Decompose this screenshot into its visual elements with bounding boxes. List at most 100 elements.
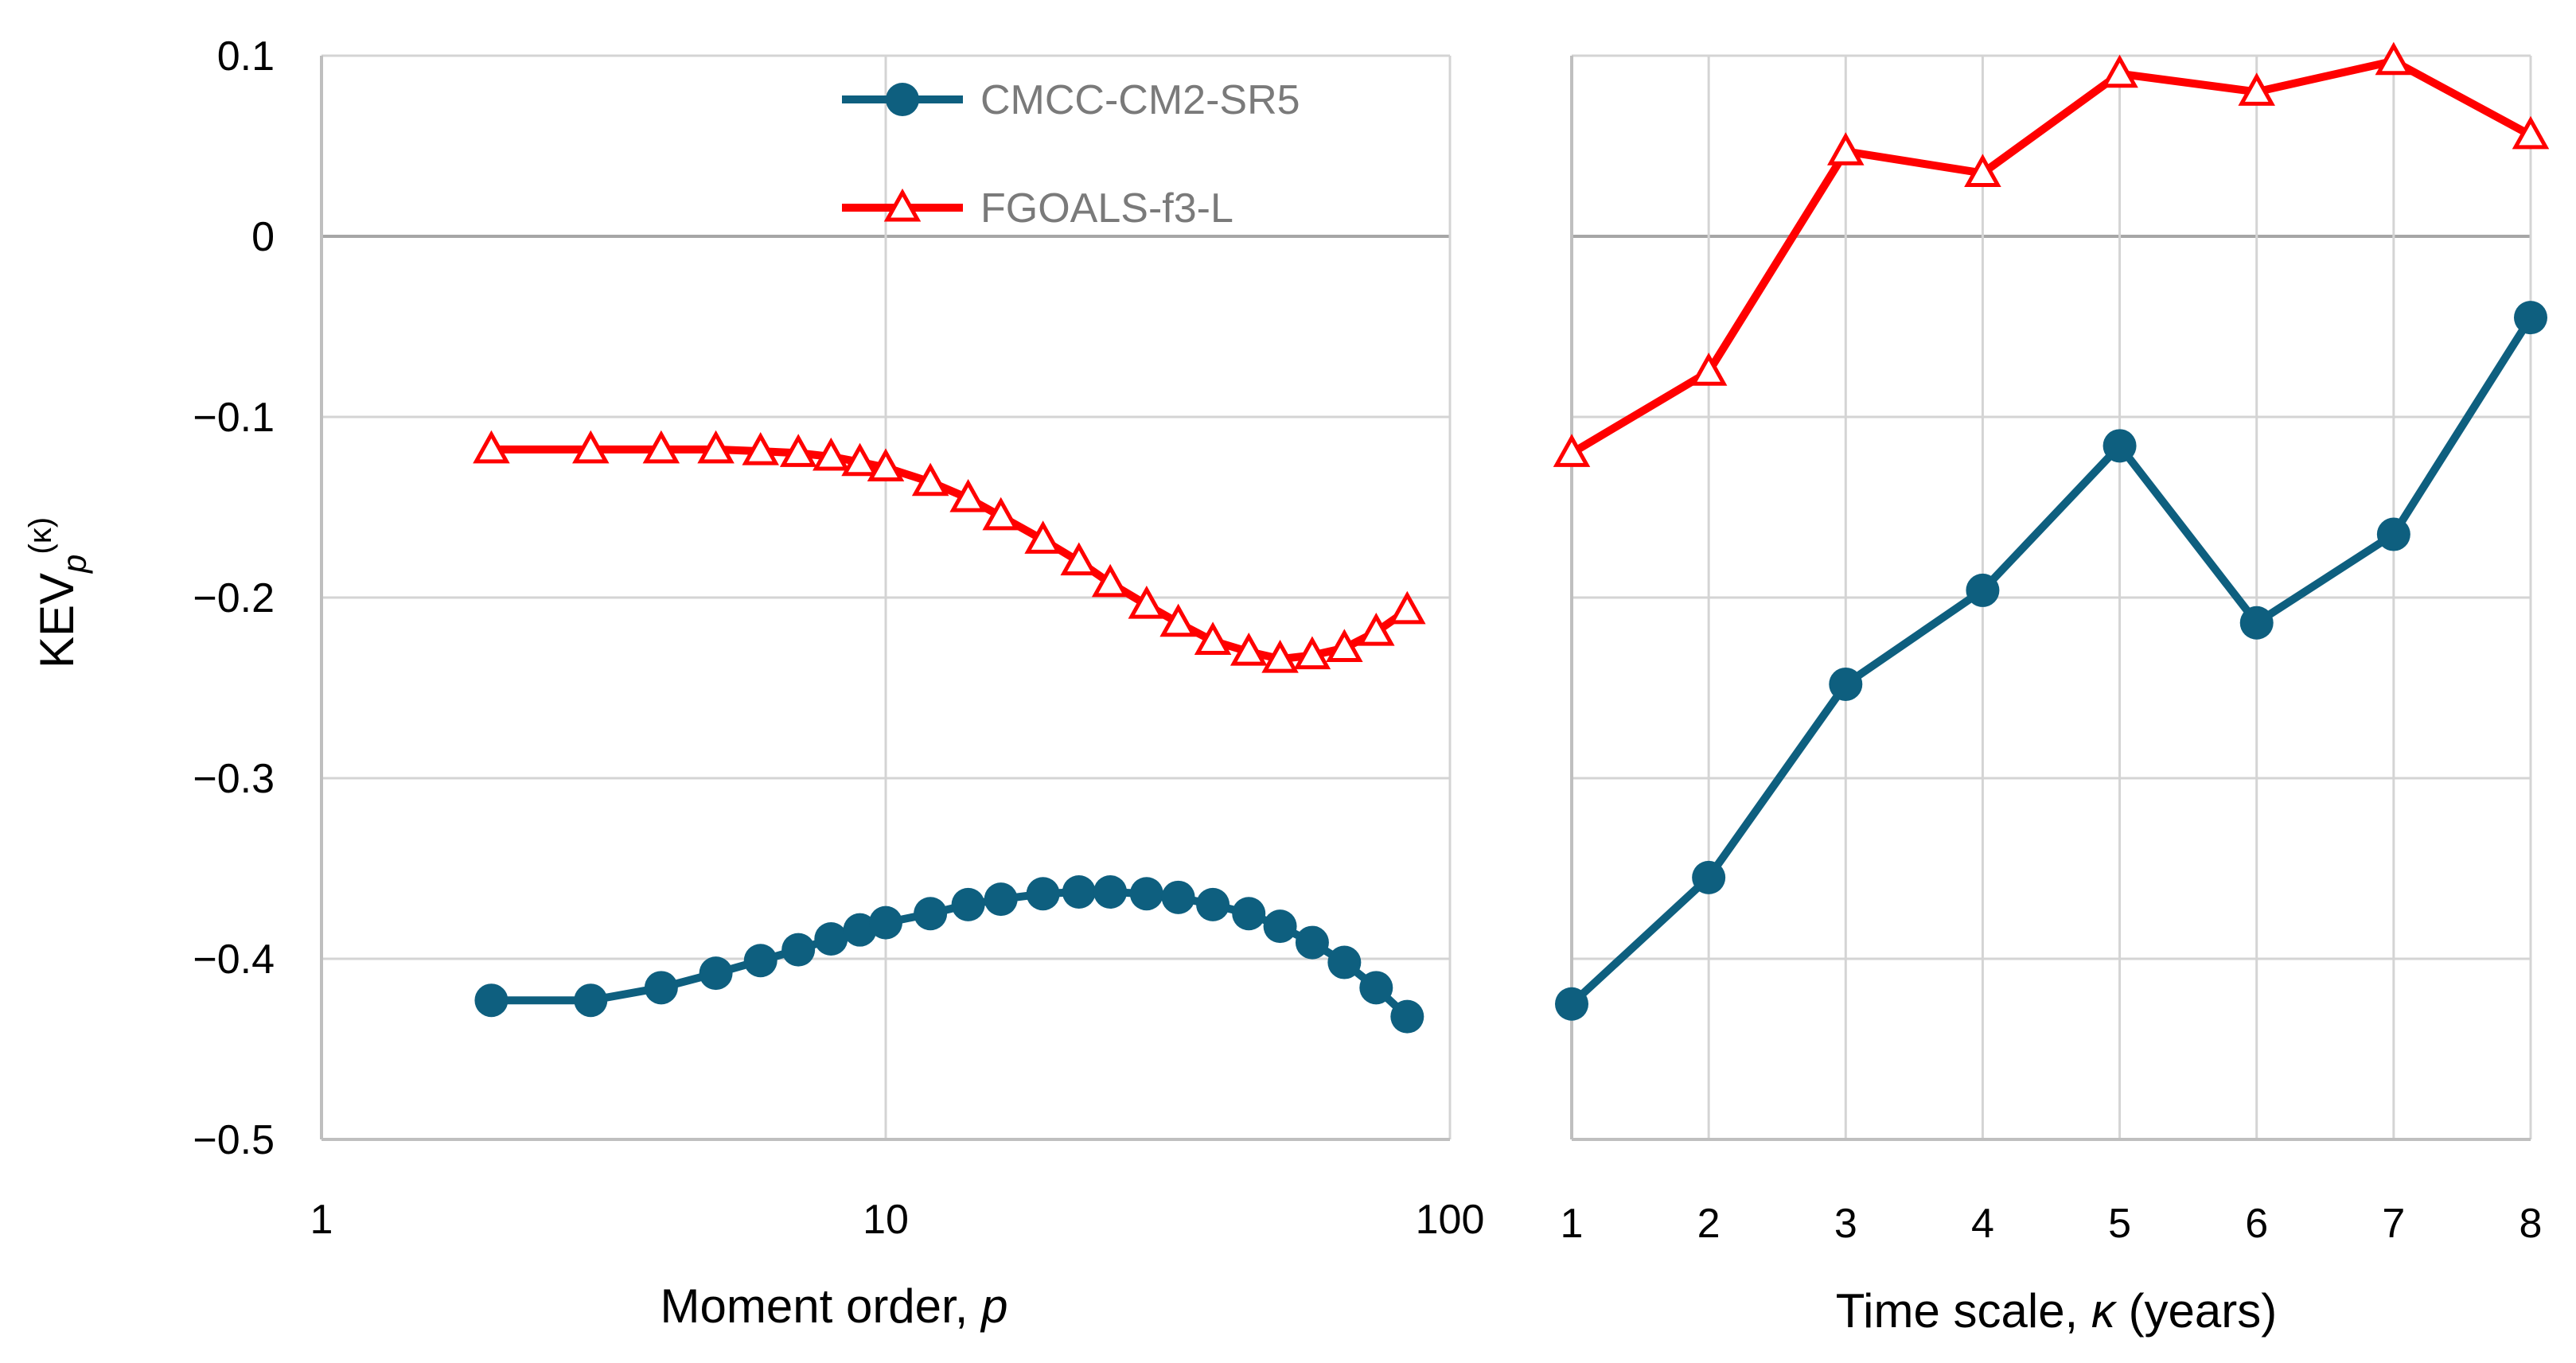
data-point-circle [2239,606,2274,640]
data-point-triangle [572,430,610,464]
data-point-triangle [1024,520,1062,554]
data-point-circle [1829,667,1863,701]
data-point-circle [1359,971,1393,1005]
data-point-triangle [1091,563,1129,598]
legend: CMCC-CM2-SR5 FGOALS-f3-L [842,77,1300,232]
data-point-triangle [1326,629,1363,663]
data-point-triangle [867,448,905,482]
y-tick-label: 0.1 [217,33,275,80]
data-point-circle [1129,877,1163,911]
right-x-tick-label: 6 [2245,1201,2268,1247]
data-point-circle [1062,875,1096,909]
right-series-fgoals [1553,41,2550,467]
data-point-triangle [1230,632,1268,666]
data-point-triangle [1060,542,1098,576]
legend-label-cmcc: CMCC-CM2-SR5 [980,77,1300,123]
data-point-triangle [1293,636,1331,670]
right-series-cmcc [1555,301,2547,1021]
data-point-triangle [1358,613,1395,646]
data-point-circle [1026,877,1060,911]
right-x-tick-label: 1 [1561,1201,1584,1247]
data-point-circle [1327,945,1362,979]
data-point-circle [814,922,848,956]
data-point-triangle [2375,41,2413,76]
y-tick-label: 0 [251,214,275,260]
right-panel [1553,41,2550,1141]
y-tick-label: −0.1 [193,395,275,441]
data-point-circle [644,971,678,1005]
data-point-circle [1966,573,2000,607]
right-x-tick-label: 3 [1834,1201,1857,1247]
y-tick-label: −0.4 [193,937,275,983]
left-gridlines [320,54,1452,1141]
data-point-triangle [1827,132,1865,166]
data-point-circle [1295,925,1329,960]
data-point-triangle [742,432,779,465]
y-tick-label: −0.2 [193,575,275,621]
y-axis-title: KEVp(κ) [23,517,93,668]
data-point-triangle [1261,640,1299,673]
series-line [1569,315,2535,1007]
data-point-triangle [982,497,1019,531]
left-series-cmcc [474,875,1424,1034]
data-point-triangle [697,430,735,464]
left-panel [320,54,1452,1141]
right-x-tick-label: 5 [2108,1201,2131,1247]
data-point-triangle [2238,72,2275,106]
left-x-tick-labels: 1 10 100 [310,1197,1485,1243]
legend-label-fgoals: FGOALS-f3-L [980,185,1233,232]
data-point-circle [474,983,509,1018]
data-point-circle [1093,875,1128,909]
right-axes [1570,56,2531,1141]
right-x-axis-title: Time scale, κ (years) [1836,1284,2278,1338]
data-point-triangle [1689,352,1728,386]
data-point-circle [869,905,902,940]
data-point-circle [2376,517,2410,551]
left-x-axis-title: Moment order, p [661,1279,1008,1333]
data-point-triangle [473,430,510,464]
data-point-circle [699,956,733,991]
legend-marker-circle [886,83,919,116]
left-series [473,430,1426,1034]
data-point-circle [574,983,608,1018]
data-point-circle [1196,887,1230,921]
right-x-tick-label: 8 [2519,1201,2543,1247]
series-line [491,888,1410,1020]
left-x-tick-label: 1 [310,1197,333,1243]
legend-marker-triangle [883,188,922,222]
data-point-circle [1555,987,1588,1021]
left-x-tick-label: 10 [863,1197,909,1243]
data-point-triangle [841,442,879,477]
right-gridlines [1570,54,2532,1141]
data-point-triangle [2512,115,2550,150]
data-point-circle [1161,880,1195,914]
left-axes [320,56,1450,1141]
data-point-triangle [642,430,680,464]
data-point-circle [781,933,816,967]
data-point-triangle [1194,621,1232,655]
data-point-triangle [2101,54,2138,88]
data-point-circle [1232,897,1266,931]
data-point-circle [2102,429,2137,463]
data-point-triangle [911,462,949,497]
series-line [491,445,1410,664]
data-point-triangle [1389,590,1426,625]
legend-item-cmcc: CMCC-CM2-SR5 [842,77,1300,123]
data-point-circle [914,897,948,931]
data-point-triangle [779,434,817,467]
y-tick-label: −0.5 [193,1117,275,1163]
left-series-fgoals [473,430,1426,673]
y-tick-label: −0.3 [193,756,275,802]
data-point-circle [984,882,1018,917]
data-point-triangle [1128,585,1166,619]
data-point-circle [1692,860,1726,894]
data-point-circle [743,944,777,978]
right-series [1553,41,2550,1021]
right-x-tick-label: 4 [1971,1201,1994,1247]
data-point-triangle [1159,603,1197,637]
data-point-triangle [1964,154,2001,188]
data-point-triangle [1553,434,1591,467]
right-x-tick-labels: 1 2 3 4 5 6 7 8 [1561,1201,2543,1247]
data-point-circle [1263,909,1297,944]
